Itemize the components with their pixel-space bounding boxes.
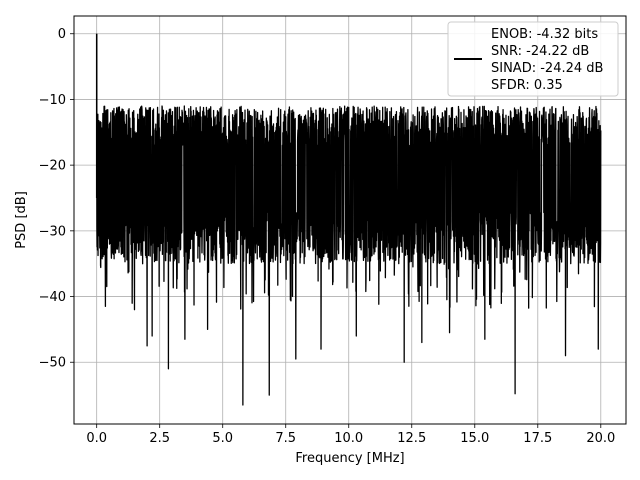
legend-entry: SNR: -24.22 dB	[491, 44, 589, 59]
x-tick-label: 15.0	[460, 431, 489, 446]
x-tick-label: 10.0	[334, 431, 363, 446]
x-axis: 0.0 2.5 5.0 7.5 10.0 12.5 15.0 17.5 20.0	[86, 424, 615, 446]
legend-entry: ENOB: -4.32 bits	[491, 27, 598, 42]
plot-frame	[73, 15, 627, 425]
x-tick-label: 5.0	[212, 431, 233, 446]
legend: ENOB: -4.32 bits SNR: -24.22 dB SINAD: -24…	[447, 21, 619, 97]
x-tick-label: 0.0	[86, 431, 107, 446]
y-tick-label: 0	[58, 27, 66, 42]
legend-box	[447, 21, 619, 97]
legend-entry: SFDR: 0.35	[491, 78, 563, 93]
x-axis-label: Frequency [MHz]	[295, 451, 404, 466]
y-tick-label: −40	[39, 290, 66, 305]
x-tick-label: 20.0	[586, 431, 615, 446]
y-axis: 0 −10 −20 −30 −40 −50	[39, 27, 74, 371]
legend-entry: SINAD: -24.24 dB	[491, 61, 603, 76]
y-axis-label: PSD [dB]	[14, 191, 29, 249]
series-psd	[95, 33, 602, 406]
y-tick-label: −50	[39, 356, 66, 371]
y-tick-label: −10	[39, 93, 66, 108]
x-tick-label: 12.5	[397, 431, 426, 446]
psd-line	[96, 33, 602, 406]
y-tick-label: −30	[39, 224, 66, 239]
x-tick-label: 17.5	[523, 431, 552, 446]
y-tick-label: −20	[39, 159, 66, 174]
x-tick-label: 7.5	[275, 431, 296, 446]
x-tick-label: 2.5	[149, 431, 170, 446]
